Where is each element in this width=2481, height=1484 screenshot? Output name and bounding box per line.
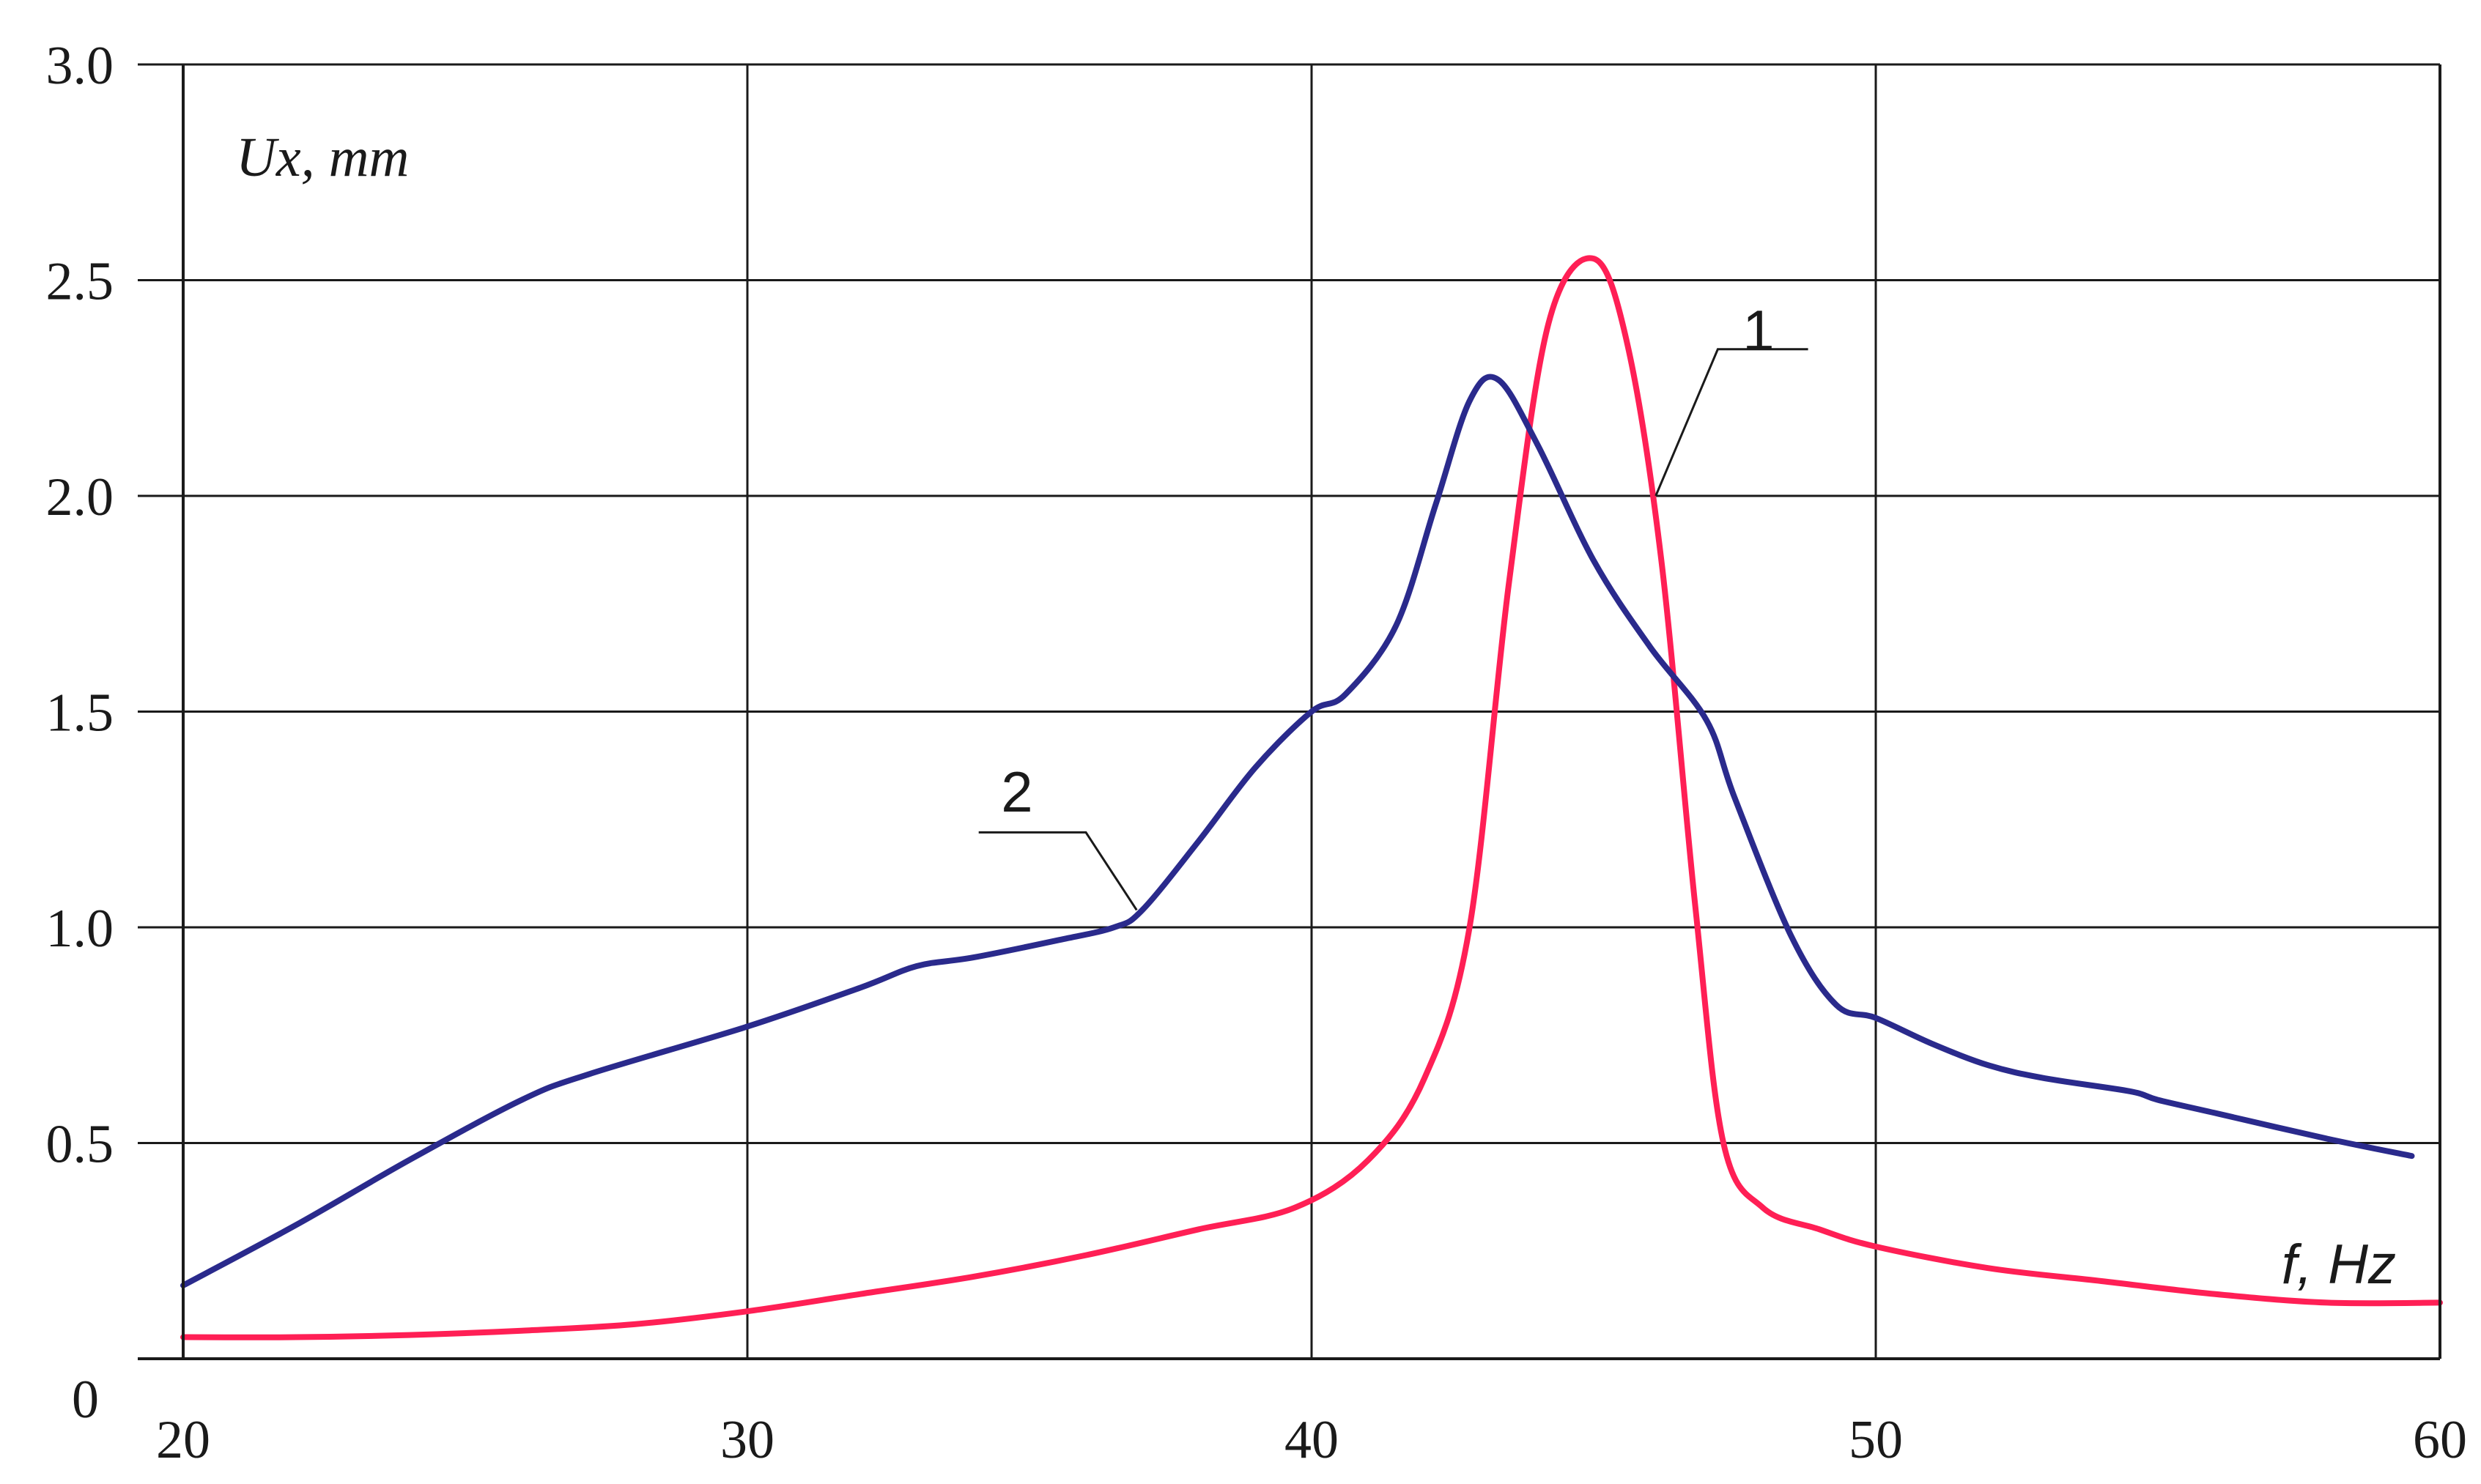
y-tick-label-3: 3.0 (46, 36, 114, 96)
y-axis-title: Ux, mm (236, 127, 409, 188)
tick-labels: 20 30 40 50 60 0 0.5 1.0 1.5 2.0 2.5 3.0 (46, 36, 2468, 1470)
x-tick-label-20: 20 (156, 1410, 210, 1470)
y-tick-label-2: 2.0 (46, 467, 114, 527)
x-tick-label-50: 50 (1849, 1410, 1903, 1470)
plot-frame (138, 64, 2441, 1360)
y-tick-label-1.5: 1.5 (46, 683, 114, 743)
y-tick-label-0: 0 (72, 1370, 99, 1430)
grid-lines (138, 63, 2441, 1359)
series-layer (180, 255, 2443, 1340)
x-axis-title: f, Hz (2282, 1233, 2396, 1296)
series-1-line (180, 255, 2443, 1340)
series-2-line (180, 374, 2415, 1288)
curve-label-1-group: 1 (1654, 298, 1808, 497)
y-tick-label-0.5: 0.5 (46, 1115, 114, 1175)
x-tick-label-60: 60 (2413, 1410, 2467, 1470)
x-tick-label-30: 30 (720, 1410, 774, 1470)
curve-label-2-group: 2 (978, 760, 1138, 911)
curve-label-2: 2 (1001, 760, 1032, 824)
curve-label-1: 1 (1742, 298, 1774, 363)
y-tick-label-1: 1.0 (46, 899, 114, 959)
y-tick-label-2.5: 2.5 (46, 252, 114, 312)
curve-label-2-leader (978, 831, 1138, 911)
x-tick-label-40: 40 (1284, 1410, 1339, 1470)
curve-label-1-leader (1654, 348, 1808, 497)
